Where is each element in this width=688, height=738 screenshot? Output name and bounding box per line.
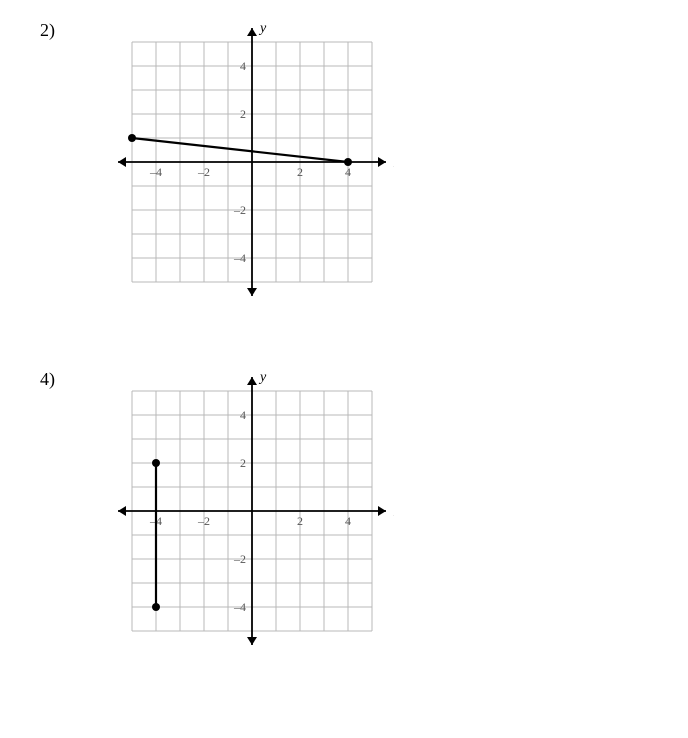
svg-text:2: 2 [297, 514, 303, 528]
svg-text:2: 2 [240, 456, 246, 470]
problem-number: 2) [40, 20, 70, 41]
svg-text:4: 4 [240, 408, 246, 422]
svg-text:–4: –4 [233, 251, 246, 265]
coordinate-chart: 24–4–224–4–2xy [110, 369, 394, 658]
svg-text:–4: –4 [149, 165, 162, 179]
svg-text:–4: –4 [233, 600, 246, 614]
svg-text:–2: –2 [233, 203, 246, 217]
svg-text:4: 4 [345, 514, 351, 528]
svg-text:–2: –2 [233, 552, 246, 566]
svg-text:y: y [258, 370, 267, 385]
svg-text:4: 4 [345, 165, 351, 179]
svg-text:x: x [393, 505, 394, 520]
problem-row: 2) 2 4 –4 –2 2 4 –4 –2 x y [40, 20, 648, 309]
coordinate-chart: 2 4 –4 –2 2 4 –4 –2 x y [110, 20, 394, 309]
svg-text:–2: –2 [197, 165, 210, 179]
svg-text:–2: –2 [197, 514, 210, 528]
problem-number: 4) [40, 369, 70, 390]
svg-text:2: 2 [240, 107, 246, 121]
svg-text:2: 2 [297, 165, 303, 179]
svg-text:x: x [393, 156, 394, 171]
problem-row: 4)24–4–224–4–2xy [40, 369, 648, 658]
svg-text:y: y [258, 21, 267, 36]
svg-text:4: 4 [240, 59, 246, 73]
